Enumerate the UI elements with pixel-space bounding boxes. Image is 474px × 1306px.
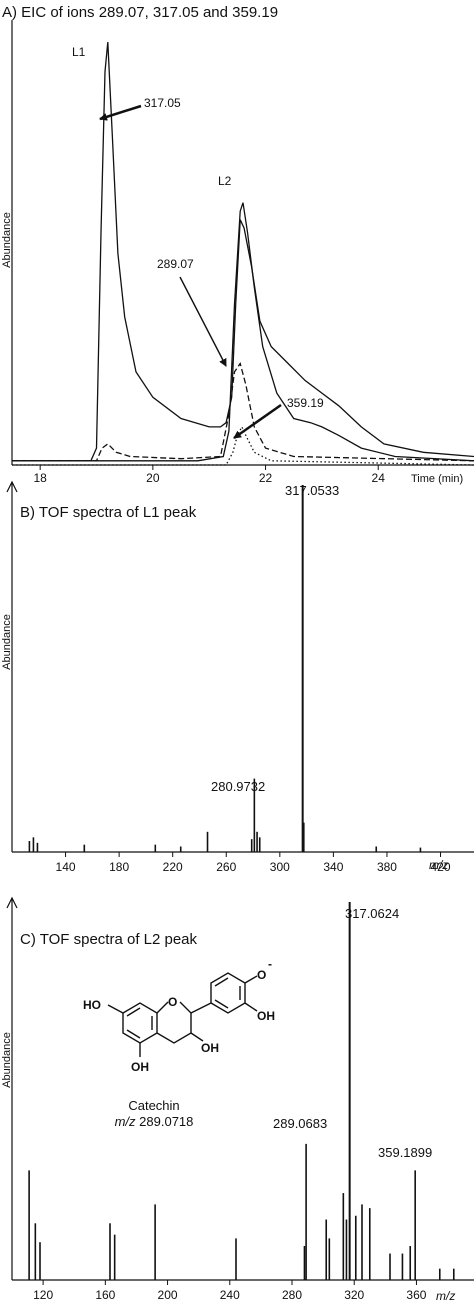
panel-b-y-axis-arrow — [6, 480, 18, 493]
panel-b-title: B) TOF spectra of L1 peak — [20, 504, 197, 521]
panel-a-tick-label: 18 — [33, 471, 47, 485]
ion-label-317-05: 317.05 — [144, 96, 181, 110]
panel-a-eic-chart: A) EIC of ions 289.07, 317.05 and 359.19… — [1, 4, 474, 485]
ion-label-289-07: 289.07 — [157, 257, 194, 271]
compound-name: Catechin — [128, 1098, 179, 1113]
panel-b-tick-label: 260 — [216, 860, 236, 874]
peak-label-l2: L2 — [218, 174, 232, 188]
panel-a-annotations: L1 L2 317.05 289.07 359.19 — [72, 45, 324, 440]
panel-c-tick-label: 240 — [220, 1288, 240, 1302]
eic-trace-4 — [12, 425, 474, 466]
peak-label-317-0533: 317.0533 — [285, 483, 339, 498]
panel-b-tick-label: 220 — [163, 860, 183, 874]
peak-label-l1: L1 — [72, 45, 86, 59]
ion-label-359-19: 359.19 — [287, 396, 324, 410]
peak-label-280-9732: 280.9732 — [211, 779, 265, 794]
panel-c-title: C) TOF spectra of L2 peak — [20, 931, 198, 948]
arrow-359-19 — [233, 403, 282, 440]
panel-a-tick-label: 24 — [372, 471, 386, 485]
panel-c-y-axis-label: Abundance — [1, 1032, 13, 1088]
panel-c-tick-label: 120 — [33, 1288, 53, 1302]
compound-mz-value: 289.0718 — [139, 1114, 193, 1129]
eic-trace-1 — [12, 41, 474, 462]
atom-label-ho-ring-a: HO — [83, 998, 101, 1012]
panel-b-tick-label: 340 — [323, 860, 343, 874]
arrow-317-05 — [99, 104, 142, 121]
panel-b-peaks — [28, 485, 422, 852]
peak-label-289-0683: 289.0683 — [273, 1116, 327, 1131]
panel-b-y-axis-label: Abundance — [1, 614, 13, 670]
catechin-atom-labels: HO O OH OH OH O - — [83, 957, 275, 1074]
panel-c-tick-label: 360 — [406, 1288, 426, 1302]
compound-mz-prefix: m/z — [115, 1114, 136, 1129]
atom-label-oh-ring-c: OH — [201, 1041, 219, 1055]
atom-label-ring-oxygen: O — [168, 995, 177, 1009]
panel-c-y-axis-arrow — [6, 896, 18, 909]
panel-a-tick-label: 22 — [259, 471, 273, 485]
panel-c-x-axis-label: m/z — [436, 1289, 455, 1303]
panel-b-x-axis-label: m/z — [429, 858, 448, 872]
panel-a-title: A) EIC of ions 289.07, 317.05 and 359.19 — [2, 4, 278, 21]
panel-b-tick-label: 380 — [377, 860, 397, 874]
panel-b-l1-spectrum: B) TOF spectra of L1 peak Abundance m/z … — [1, 480, 474, 874]
atom-label-oh-ring-b: OH — [257, 1009, 275, 1023]
panel-b-tick-label: 300 — [270, 860, 290, 874]
panel-a-x-ticks: 18 20 22 24 — [33, 465, 385, 485]
catechin-structure — [107, 972, 258, 1057]
peak-label-317-0624: 317.0624 — [345, 906, 399, 921]
panel-c-x-ticks: 120 160 200 240 280 320 360 — [33, 1280, 427, 1302]
eic-trace-2 — [12, 202, 474, 462]
eic-trace-3 — [12, 361, 474, 462]
compound-mz: m/z 289.0718 — [115, 1114, 194, 1129]
arrow-289-07 — [179, 276, 227, 367]
panel-b-tick-label: 420 — [431, 860, 451, 874]
panel-a-x-axis-label: Time (min) — [411, 473, 463, 485]
panel-b-x-ticks: 140 180 220 260 300 340 380 420 — [56, 852, 451, 874]
panel-b-tick-label: 180 — [109, 860, 129, 874]
panel-c-l2-spectrum: C) TOF spectra of L2 peak Abundance m/z … — [1, 896, 474, 1303]
atom-label-charge: - — [268, 957, 272, 971]
panel-c-tick-label: 160 — [95, 1288, 115, 1302]
panel-c-tick-label: 280 — [282, 1288, 302, 1302]
peak-label-359-1899: 359.1899 — [378, 1145, 432, 1160]
panel-c-tick-label: 200 — [158, 1288, 178, 1302]
panel-b-tick-label: 140 — [56, 860, 76, 874]
panel-a-series — [12, 41, 474, 466]
atom-label-oh-ring-a-bottom: OH — [131, 1060, 149, 1074]
panel-a-tick-label: 20 — [146, 471, 160, 485]
atom-label-phenoxide: O — [257, 968, 266, 982]
panel-a-y-axis-label: Abundance — [1, 212, 13, 268]
panel-c-tick-label: 320 — [344, 1288, 364, 1302]
panel-c-peaks — [28, 902, 455, 1280]
